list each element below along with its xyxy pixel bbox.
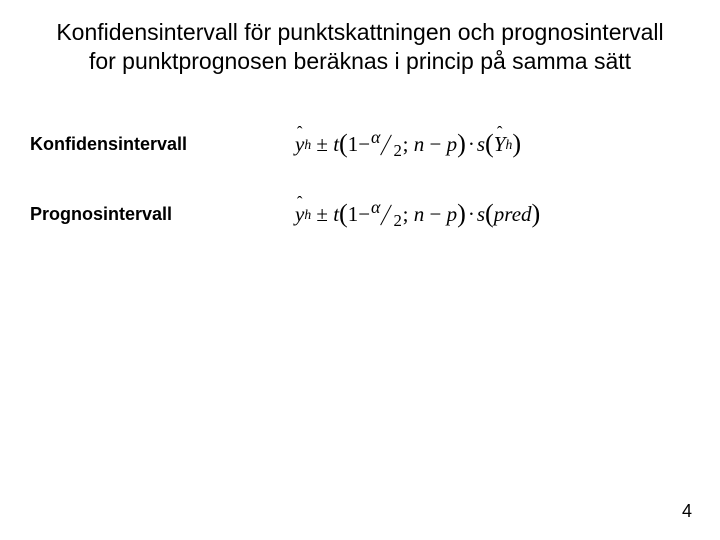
slide: Konfidensintervall för punktskattningen … (0, 0, 720, 540)
lparen: ( (339, 199, 348, 229)
y-hat: ˆ y (295, 202, 304, 227)
cdot: · (468, 132, 475, 157)
plus-minus: ± (316, 132, 328, 157)
two: 2 (393, 143, 401, 160)
cdot: · (468, 202, 475, 227)
minus: − (358, 202, 370, 227)
s: s (477, 132, 485, 157)
minus2: − (430, 202, 442, 227)
lparen: ( (339, 129, 348, 159)
slide-title: Konfidensintervall för punktskattningen … (30, 18, 690, 76)
s: s (477, 202, 485, 227)
row-label: Prognosintervall (30, 204, 295, 225)
semicolon: ; (403, 202, 409, 227)
title-line-2: for punktprognosen beräknas i princip på… (89, 48, 631, 74)
minus: − (358, 132, 370, 157)
minus2: − (430, 132, 442, 157)
row-label: Konfidensintervall (30, 134, 295, 155)
prediction-formula: ˆ y h ± t ( 1 − α 2 ; n − p ) · s ( pred… (295, 200, 540, 230)
hat-icon: ˆ (297, 123, 303, 143)
lparen2: ( (485, 199, 494, 229)
alpha-over-2: α 2 (370, 203, 403, 226)
rparen: ) (457, 199, 466, 229)
alpha-over-2: α 2 (370, 133, 403, 156)
alpha: α (371, 199, 380, 217)
p: p (447, 132, 458, 157)
title-line-1: Konfidensintervall för punktskattningen … (56, 19, 663, 45)
lparen2: ( (485, 129, 494, 159)
p: p (447, 202, 458, 227)
page-number: 4 (682, 501, 692, 522)
y-hat: ˆ y (295, 132, 304, 157)
hat-icon2: ˆ (497, 123, 503, 143)
slash-icon (380, 204, 392, 225)
pred: pred (494, 202, 532, 227)
formula-row-prediction: Prognosintervall ˆ y h ± t ( 1 − α 2 ; n… (30, 200, 690, 230)
y-sub: h (304, 137, 311, 153)
slash-icon (380, 134, 392, 155)
semicolon: ; (403, 132, 409, 157)
one: 1 (348, 202, 359, 227)
rparen2: ) (532, 199, 541, 229)
formula-row-confidence: Konfidensintervall ˆ y h ± t ( 1 − α 2 ;… (30, 130, 690, 160)
alpha: α (371, 129, 380, 147)
n: n (414, 132, 425, 157)
two: 2 (393, 213, 401, 230)
one: 1 (348, 132, 359, 157)
Y-hat: ˆ Y (494, 132, 506, 157)
confidence-formula: ˆ y h ± t ( 1 − α 2 ; n − p ) · s ( ˆ Y (295, 130, 521, 160)
y-sub: h (304, 207, 311, 223)
n: n (414, 202, 425, 227)
rparen2: ) (512, 129, 521, 159)
Y-sub: h (505, 137, 512, 153)
rparen: ) (457, 129, 466, 159)
plus-minus: ± (316, 202, 328, 227)
hat-icon: ˆ (297, 193, 303, 213)
